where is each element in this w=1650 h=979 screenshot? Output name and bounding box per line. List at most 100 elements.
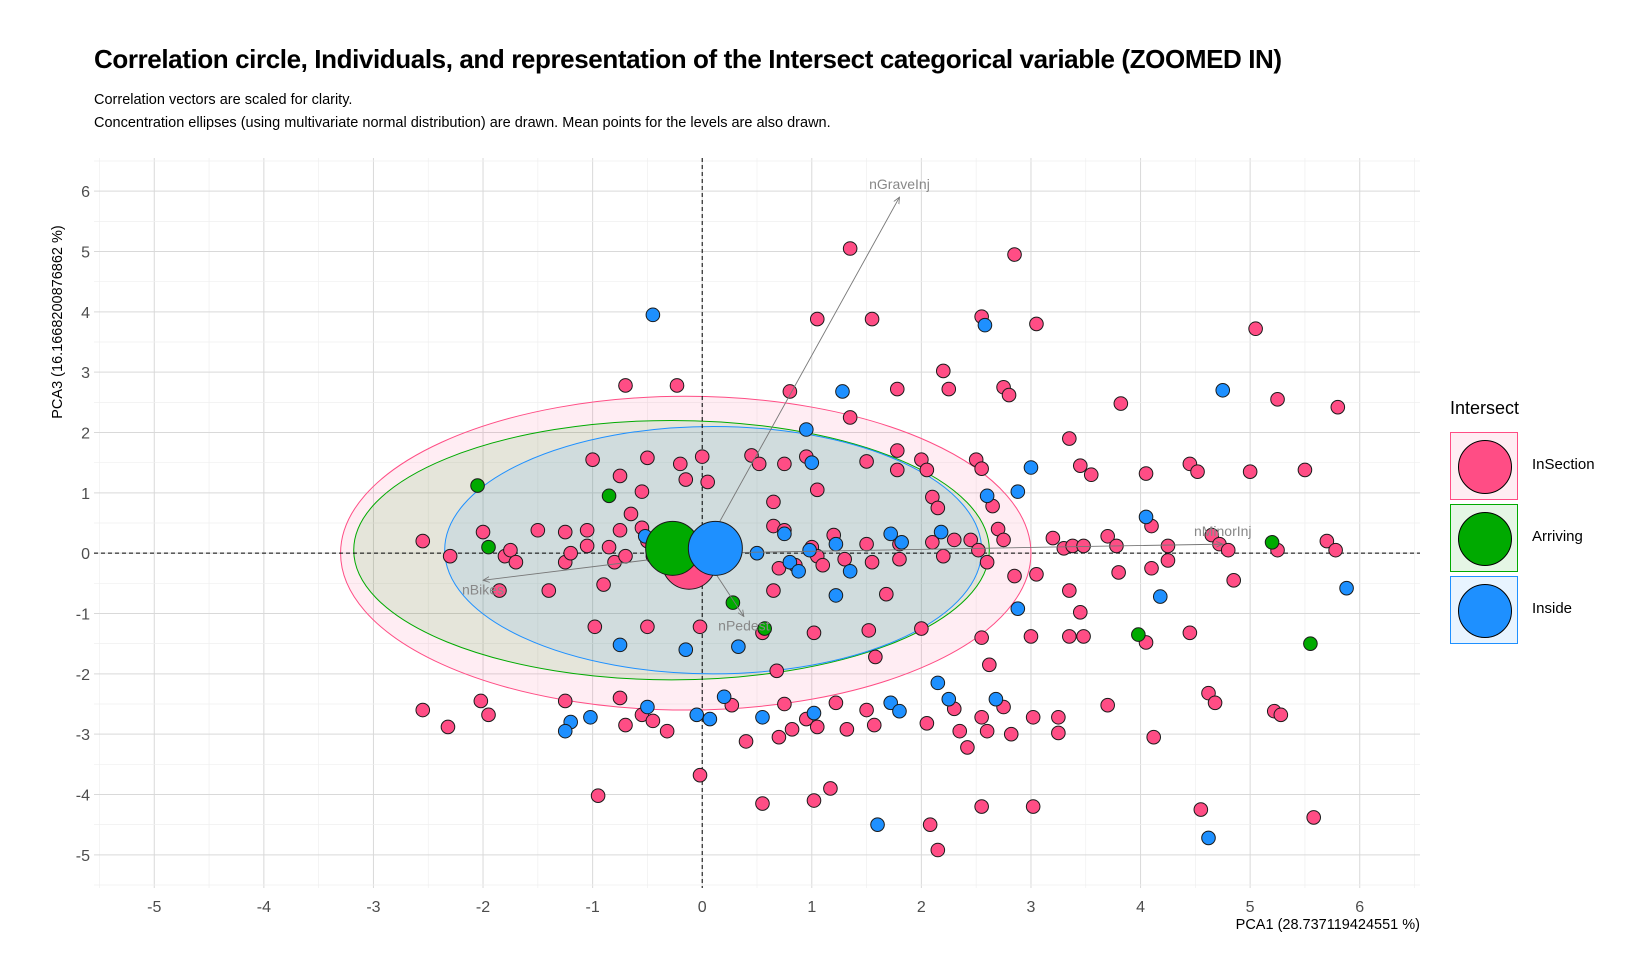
point-insection [557, 693, 573, 709]
point-inside [979, 488, 995, 504]
point-insection [1100, 528, 1115, 544]
point-insection [889, 381, 905, 397]
point-inside [870, 817, 885, 832]
point-inside [883, 526, 898, 542]
point-inside [791, 563, 806, 579]
point-insection [771, 560, 787, 576]
point-insection [1248, 321, 1263, 337]
point-insection [659, 723, 675, 739]
point-insection [640, 619, 655, 635]
point-arriving [481, 539, 496, 555]
x-tick-label: 2 [917, 899, 926, 916]
point-insection [815, 557, 831, 573]
point-insection [960, 740, 975, 755]
point-insection [996, 532, 1011, 548]
point-insection [842, 410, 858, 425]
x-tick-label: -5 [147, 899, 161, 916]
x-tick-label: -1 [586, 899, 600, 916]
point-insection [1207, 695, 1223, 711]
point-insection [809, 311, 825, 327]
point-insection [1076, 629, 1091, 644]
vector-label-nbikes: nBikes [462, 581, 504, 597]
point-insection [889, 462, 905, 478]
point-insection [1328, 542, 1343, 558]
legend-item-inside: Inside [1450, 576, 1610, 644]
y-tick-label: -2 [76, 667, 90, 684]
point-insection [1001, 387, 1017, 403]
vector-label-npedest: nPedest [718, 618, 769, 634]
point-insection [859, 702, 874, 718]
point-insection [1029, 316, 1044, 332]
point-insection [935, 548, 951, 564]
x-tick-label: 1 [807, 899, 816, 916]
point-insection [640, 450, 655, 466]
point-insection [777, 456, 792, 472]
point-insection [1226, 573, 1242, 588]
point-insection [963, 532, 978, 548]
point-insection [766, 583, 781, 598]
legend-key [1450, 432, 1518, 500]
point-inside [988, 691, 1004, 707]
point-insection [889, 443, 905, 458]
point-insection [1029, 566, 1044, 582]
legend-swatch [1458, 440, 1512, 494]
point-inside [892, 703, 907, 719]
point-insection [1111, 565, 1126, 580]
point-inside [1152, 589, 1168, 604]
y-tick-label: 3 [81, 365, 90, 382]
point-inside [883, 695, 898, 711]
x-tick-label: 6 [1355, 899, 1364, 916]
point-insection [941, 381, 957, 397]
point-insection [1138, 466, 1154, 481]
point-insection [669, 378, 685, 393]
point-insection [587, 619, 603, 635]
point-insection [475, 524, 491, 540]
point-insection [751, 456, 767, 472]
point-inside [1215, 382, 1231, 398]
point-insection [859, 536, 874, 552]
chart-subtitle-line-2: Concentration ellipses (using multivaria… [94, 115, 831, 131]
x-tick-label: 0 [698, 899, 707, 916]
point-insection [1045, 530, 1061, 546]
point-insection [623, 506, 639, 522]
point-insection [971, 542, 986, 558]
legend-title: Intersect [1450, 398, 1520, 418]
point-insection [766, 494, 781, 510]
point-insection [837, 551, 852, 567]
point-arriving [757, 621, 772, 636]
point-insection [1193, 802, 1209, 817]
point-inside [977, 317, 993, 333]
point-insection [864, 554, 880, 570]
point-insection [935, 363, 951, 379]
point-inside [612, 637, 628, 653]
tick-labels: -5 -4 -3 -2 -1 0 1 2 3 4 5 6 -5 -4 -3 -2 -1 0 1 2 3 4 5 6 [76, 184, 1365, 916]
point-insection [1242, 464, 1258, 480]
point-inside [828, 588, 844, 603]
point-insection [919, 462, 935, 478]
y-tick-label: -4 [76, 787, 90, 804]
point-insection [473, 693, 489, 709]
x-tick-label: -2 [476, 899, 490, 916]
point-inside [933, 524, 949, 540]
point-insection [503, 542, 518, 558]
point-insection [974, 709, 989, 725]
point-insection [1062, 431, 1077, 446]
point-insection [1306, 810, 1322, 825]
point-insection [892, 551, 907, 567]
point-arriving [1303, 636, 1318, 651]
point-insection [692, 619, 708, 635]
point-insection [979, 723, 995, 739]
point-insection [557, 524, 573, 540]
point-insection [771, 729, 787, 745]
point-insection [1160, 538, 1176, 554]
point-insection [1062, 629, 1077, 644]
point-insection [618, 548, 633, 564]
legend-key [1450, 504, 1518, 572]
y-tick-label: 5 [81, 245, 90, 262]
point-insection [1062, 583, 1077, 598]
point-insection [492, 583, 507, 598]
point-insection [1146, 729, 1162, 745]
point-inside [645, 307, 661, 323]
point-insection [1007, 247, 1022, 262]
point-insection [563, 545, 579, 561]
